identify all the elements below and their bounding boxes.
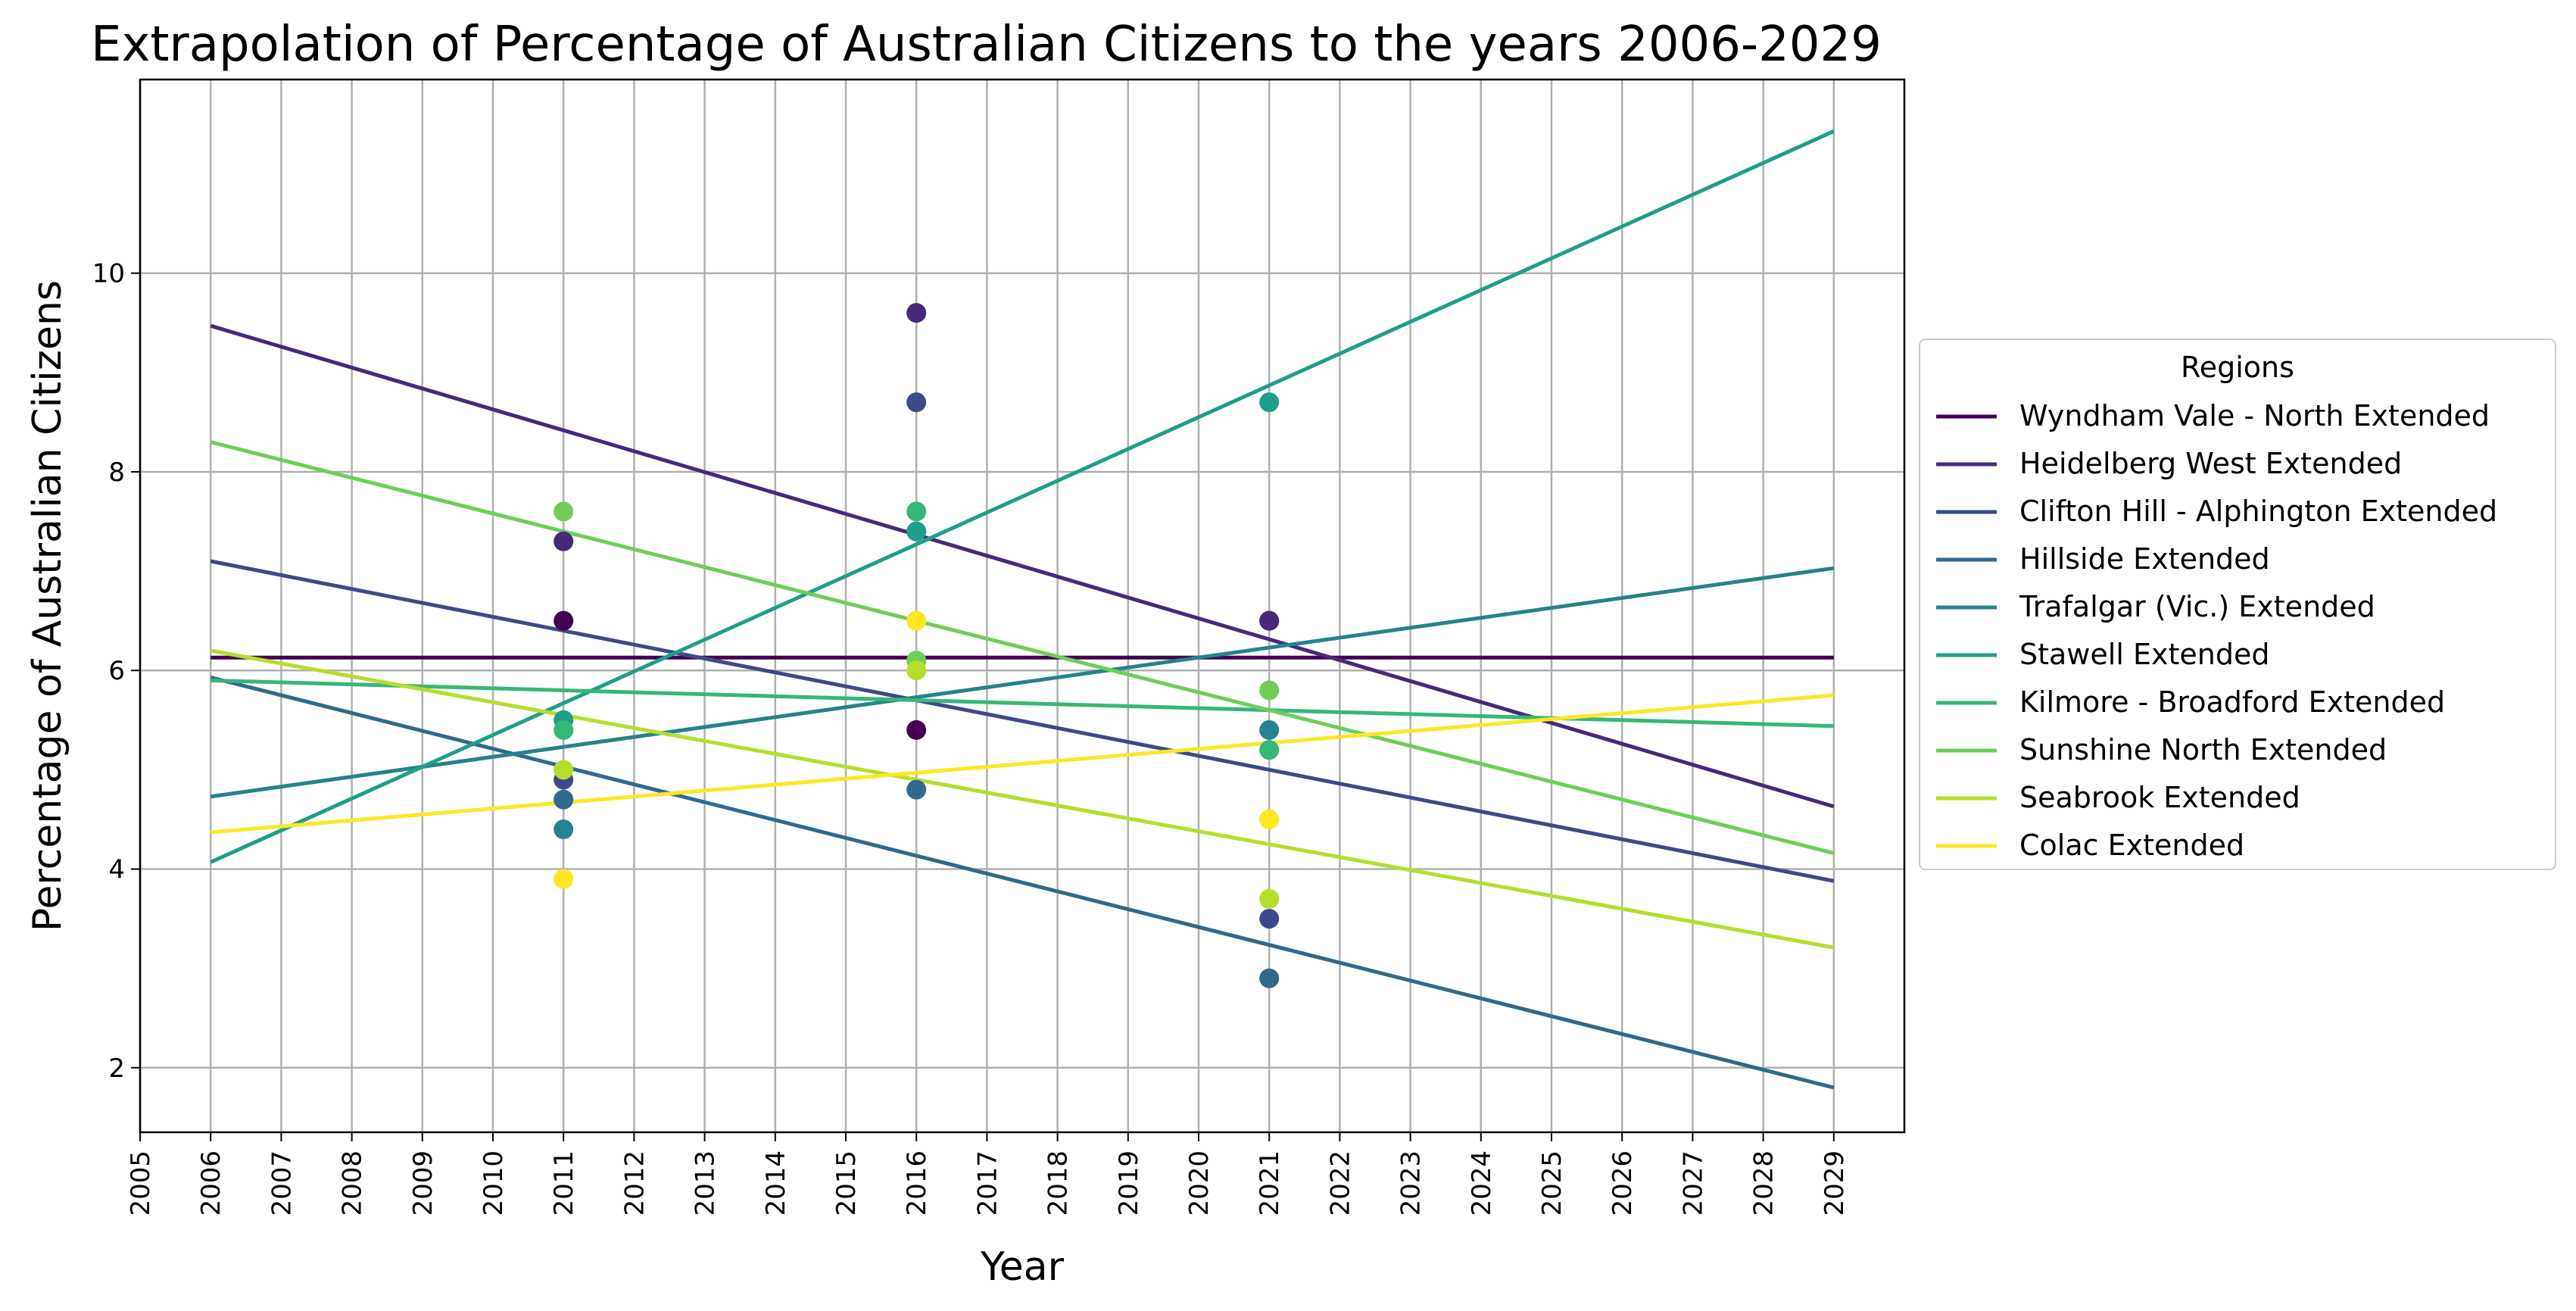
x-tick-label: 2023 xyxy=(1396,1150,1427,1216)
data-point xyxy=(906,501,927,522)
legend-label: Colac Extended xyxy=(2019,829,2244,862)
series-line xyxy=(210,559,1835,883)
series-line xyxy=(210,440,1835,855)
x-tick-label: 2017 xyxy=(972,1150,1003,1216)
data-point xyxy=(1259,392,1280,413)
legend-label: Stawell Extended xyxy=(2019,638,2269,671)
legend-label: Hillside Extended xyxy=(2019,542,2270,576)
x-tick-label: 2010 xyxy=(479,1150,509,1216)
y-tick-label: 6 xyxy=(108,656,125,686)
series-points xyxy=(554,303,1280,988)
data-point xyxy=(554,610,574,631)
data-point xyxy=(1259,610,1280,631)
x-tick-label: 2014 xyxy=(761,1150,791,1216)
x-tick-label: 2025 xyxy=(1537,1150,1567,1216)
plot-frame xyxy=(139,78,1906,1134)
data-point xyxy=(1259,809,1280,829)
series-line xyxy=(210,129,1835,864)
data-point xyxy=(1259,740,1280,760)
legend-item: Kilmore - Broadford Extended xyxy=(1936,685,2445,719)
legend-items: Wyndham Vale - North Extended Heidelberg … xyxy=(1936,399,2497,862)
series-line xyxy=(210,566,1835,799)
y-tick-label: 8 xyxy=(108,457,125,488)
x-tick-label: 2022 xyxy=(1325,1150,1355,1216)
data-point xyxy=(906,303,927,323)
legend-item: Seabrook Extended xyxy=(1936,781,2300,814)
x-tick-label: 2018 xyxy=(1043,1150,1074,1216)
y-axis-ticks: 2 4 6 8 10 xyxy=(92,259,140,1084)
data-point xyxy=(554,501,574,522)
legend-label: Clifton Hill - Alphington Extended xyxy=(2019,495,2497,528)
data-point xyxy=(1259,719,1280,740)
x-tick-label: 2024 xyxy=(1467,1150,1497,1216)
legend-item: Sunshine North Extended xyxy=(1936,733,2387,766)
data-point xyxy=(906,779,927,800)
legend-item: Trafalgar (Vic.) Extended xyxy=(1936,590,2375,623)
legend-label: Sunshine North Extended xyxy=(2019,733,2387,766)
data-point xyxy=(554,819,574,840)
x-tick-label: 2020 xyxy=(1184,1150,1215,1216)
x-tick-label: 2009 xyxy=(408,1150,438,1216)
data-point xyxy=(906,521,927,542)
legend-item: Wyndham Vale - North Extended xyxy=(1936,399,2490,432)
legend-label: Wyndham Vale - North Extended xyxy=(2019,399,2490,432)
series-line xyxy=(210,675,1835,1090)
y-tick-label: 10 xyxy=(92,259,125,289)
legend-label: Kilmore - Broadford Extended xyxy=(2019,685,2445,719)
y-tick-label: 4 xyxy=(108,855,125,885)
legend-item: Stawell Extended xyxy=(1936,638,2269,671)
x-tick-label: 2012 xyxy=(619,1150,650,1216)
data-point xyxy=(1259,968,1280,988)
data-point xyxy=(554,531,574,551)
legend-label: Seabrook Extended xyxy=(2019,781,2300,814)
x-tick-label: 2015 xyxy=(831,1150,862,1216)
x-tick-label: 2026 xyxy=(1608,1150,1638,1216)
data-point xyxy=(554,719,574,740)
legend: Regions Wyndham Vale - North Extended Hei… xyxy=(1919,339,2556,870)
x-tick-label: 2028 xyxy=(1749,1150,1779,1216)
data-point xyxy=(554,760,574,780)
series-line xyxy=(210,648,1835,950)
series-line xyxy=(210,693,1835,835)
data-point xyxy=(906,719,927,740)
y-tick-label: 2 xyxy=(108,1053,125,1084)
x-tick-label: 2027 xyxy=(1678,1150,1708,1216)
data-point xyxy=(1259,888,1280,909)
x-tick-label: 2007 xyxy=(267,1150,297,1216)
legend-label: Heidelberg West Extended xyxy=(2019,447,2402,480)
legend-label: Trafalgar (Vic.) Extended xyxy=(2019,590,2375,623)
x-tick-label: 2021 xyxy=(1255,1150,1285,1216)
x-tick-label: 2008 xyxy=(338,1150,368,1216)
x-axis-label: Year xyxy=(980,1244,1065,1290)
x-tick-label: 2011 xyxy=(549,1150,579,1216)
series-lines xyxy=(210,129,1835,1090)
chart-title: Extrapolation of Percentage of Australia… xyxy=(91,17,1882,73)
x-axis-ticks: 2005 2006 2007 2008 2009 2010 2011 2012 2013 2014… xyxy=(126,1132,1850,1216)
x-tick-label: 2016 xyxy=(902,1150,932,1216)
series-line xyxy=(210,323,1835,809)
grid xyxy=(139,80,1904,1132)
data-point xyxy=(1259,909,1280,929)
y-axis-label: Percentage of Australian Citizens xyxy=(25,280,70,932)
x-tick-label: 2005 xyxy=(126,1150,156,1216)
data-point xyxy=(906,660,927,681)
x-tick-label: 2019 xyxy=(1114,1150,1144,1216)
legend-item: Colac Extended xyxy=(1936,829,2244,862)
data-point xyxy=(906,610,927,631)
x-tick-label: 2006 xyxy=(196,1150,226,1216)
legend-item: Clifton Hill - Alphington Extended xyxy=(1936,495,2497,528)
data-point xyxy=(906,392,927,413)
x-tick-label: 2029 xyxy=(1820,1150,1850,1216)
data-point xyxy=(1259,680,1280,701)
data-point xyxy=(554,869,574,889)
legend-item: Heidelberg West Extended xyxy=(1936,447,2402,480)
data-point xyxy=(554,789,574,810)
legend-title: Regions xyxy=(2181,351,2294,384)
legend-box xyxy=(1919,339,2556,870)
x-tick-label: 2013 xyxy=(691,1150,721,1216)
legend-item: Hillside Extended xyxy=(1936,542,2270,576)
